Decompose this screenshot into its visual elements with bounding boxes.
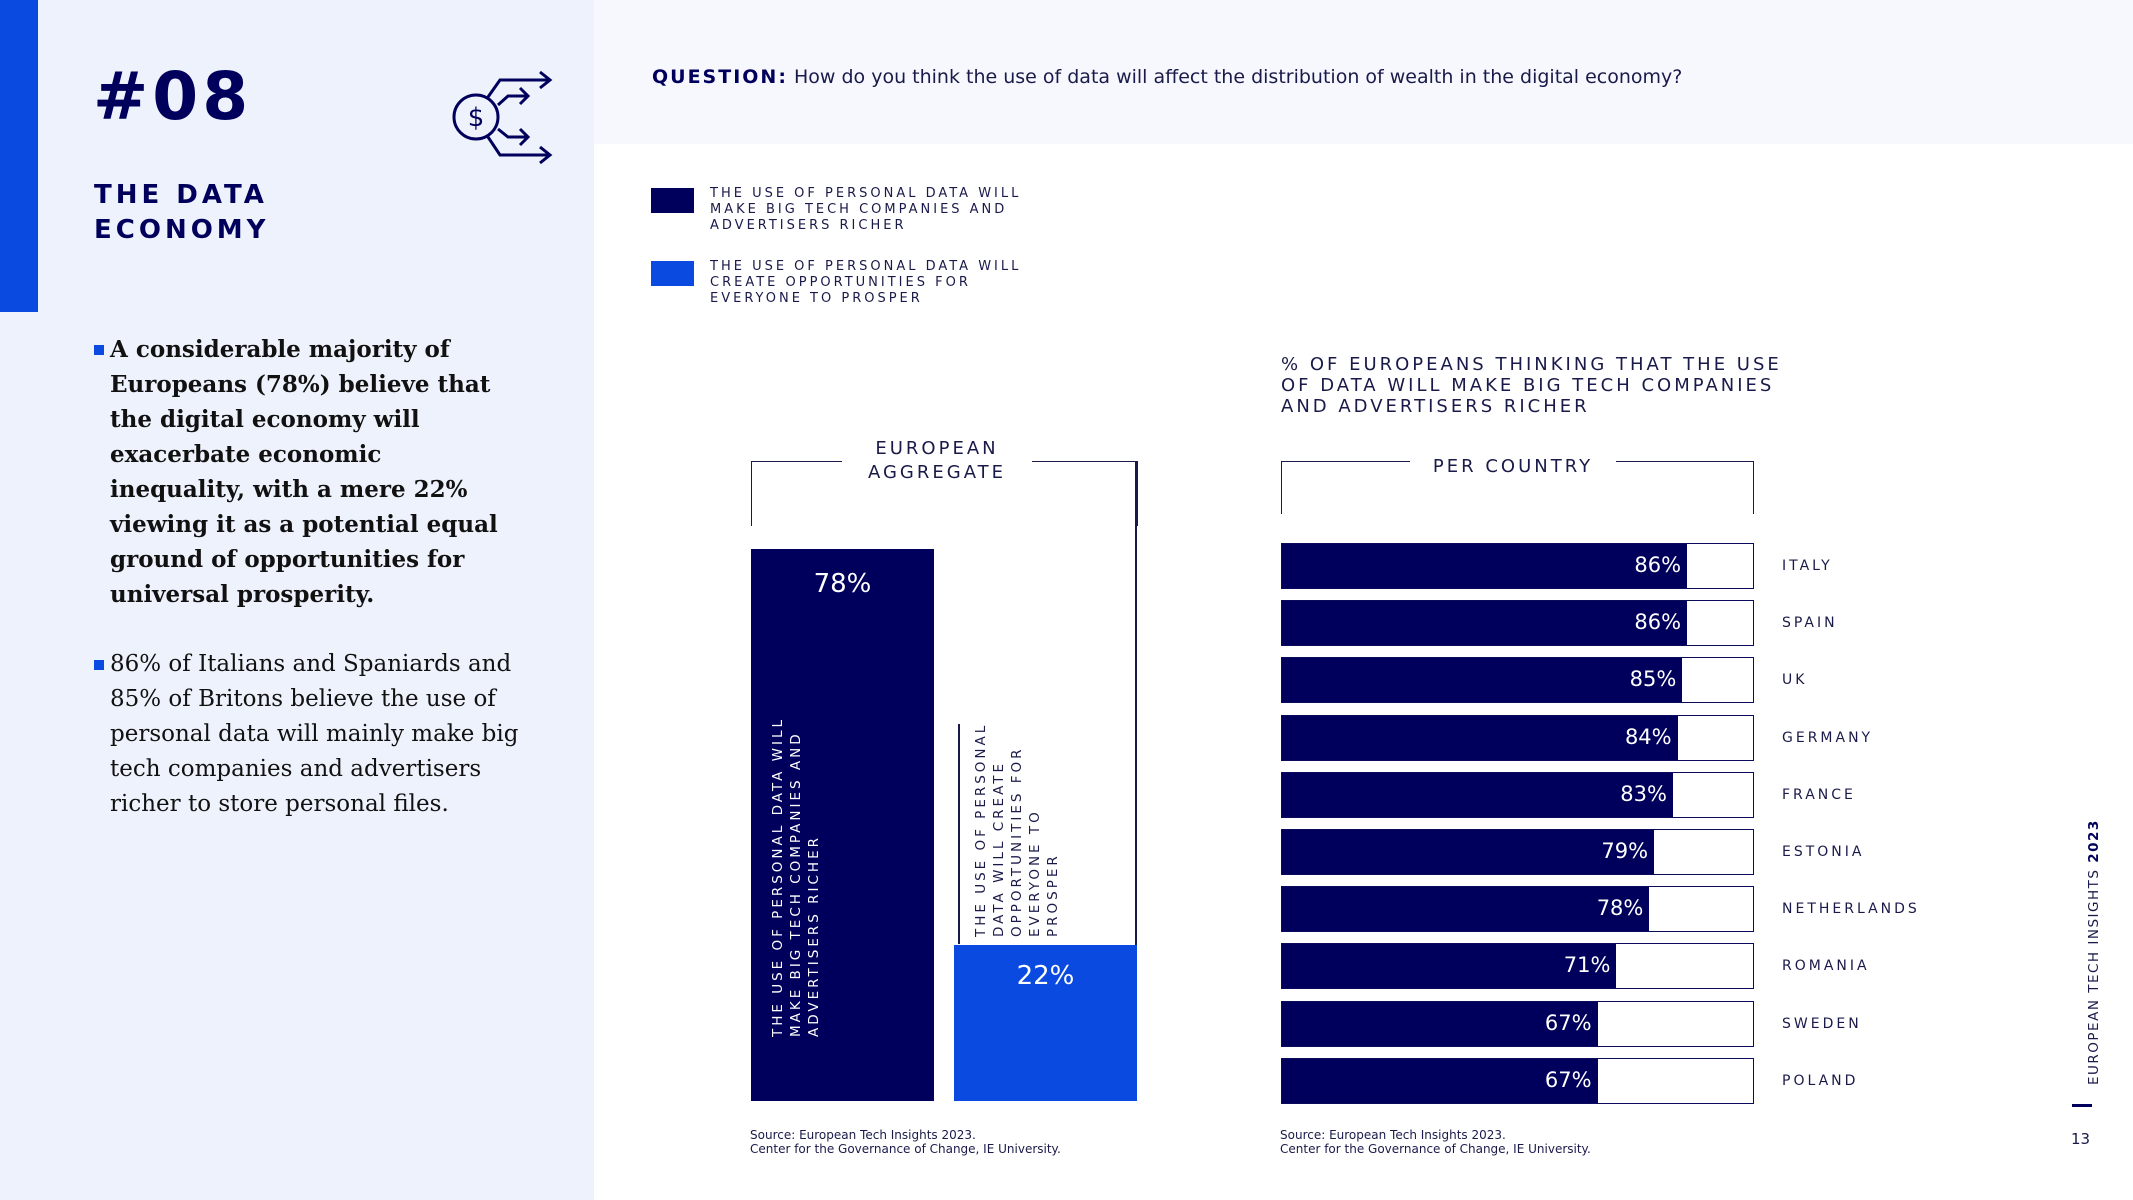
side-tick	[2072, 1104, 2092, 1107]
page-number: 13	[2071, 1130, 2091, 1148]
country-name: SWEDEN	[1782, 1015, 1862, 1032]
country-bar-track: 83%	[1281, 771, 1754, 818]
prosper-label-rule	[958, 724, 960, 944]
country-name: POLAND	[1782, 1072, 1859, 1089]
bracket-gap	[1410, 450, 1616, 480]
aggregate-bar-prosper: 22%	[954, 945, 1137, 1101]
country-bar-track: 67%	[1281, 1057, 1754, 1104]
svg-text:$: $	[468, 103, 485, 133]
money-arrows-icon: $	[452, 70, 553, 165]
country-row: 67% SWEDEN	[1281, 1000, 1859, 1047]
country-value-label: 71%	[1563, 953, 1611, 978]
country-row: 86% SPAIN	[1281, 600, 1835, 647]
country-bar	[1282, 772, 1673, 817]
country-value-label: 67%	[1544, 1010, 1592, 1035]
source-note-country: Source: European Tech Insights 2023. Cen…	[1280, 1128, 1680, 1156]
country-name: ITALY	[1782, 558, 1833, 574]
country-bar	[1282, 944, 1617, 989]
country-bar-track: 86%	[1281, 543, 1754, 589]
finding-text: A considerable majority of Europeans (78…	[110, 336, 498, 608]
question-text: How do you think the use of data will af…	[793, 66, 1683, 88]
country-bar	[1282, 830, 1655, 874]
aggregate-bar-label: THE USE OF PERSONAL DATA WILL MAKE BIG T…	[770, 716, 822, 1037]
country-name: GERMANY	[1782, 729, 1874, 746]
section-title: THE DATA ECONOMY	[94, 180, 270, 245]
brand-year: 2023	[2086, 819, 2102, 863]
aggregate-bracket-right	[1135, 461, 1137, 951]
country-value-label: 86%	[1634, 610, 1682, 635]
source-line: Source: European Tech Insights 2023.	[750, 1128, 976, 1142]
country-bar-track: 78%	[1281, 886, 1754, 933]
country-value-label: 78%	[1596, 896, 1644, 921]
key-findings: A considerable majority of Europeans (78…	[94, 332, 524, 857]
country-value-label: 67%	[1544, 1067, 1592, 1092]
accent-bar	[0, 0, 38, 312]
country-row: 86% ITALY	[1281, 543, 1830, 589]
source-line: Source: European Tech Insights 2023.	[1280, 1128, 1506, 1142]
country-value-label: 84%	[1624, 724, 1672, 749]
legend-swatch-dark	[651, 188, 694, 213]
country-bar	[1282, 1001, 1598, 1046]
left-panel	[0, 0, 594, 1200]
legend-label: THE USE OF PERSONAL DATA WILL MAKE BIG T…	[710, 186, 1022, 233]
aggregate-header: EUROPEAN AGGREGATE	[867, 438, 1006, 483]
finding-text: 86% of Italians and Spaniards and 85% of…	[110, 651, 519, 817]
country-value-label: 85%	[1629, 667, 1677, 692]
country-row: 84% GERMANY	[1281, 714, 1870, 761]
country-name: ESTONIA	[1782, 844, 1865, 860]
bullet-square-icon	[94, 345, 104, 355]
country-value-label: 86%	[1634, 553, 1682, 577]
country-chart-title: % OF EUROPEANS THINKING THAT THE USE OF …	[1281, 354, 1782, 417]
country-bar-track: 84%	[1281, 714, 1754, 761]
country-row: 78% NETHERLANDS	[1281, 886, 1917, 933]
source-note-aggregate: Source: European Tech Insights 2023. Cen…	[750, 1128, 1150, 1156]
finding-2: 86% of Italians and Spaniards and 85% of…	[94, 647, 524, 822]
country-name: NETHERLANDS	[1782, 901, 1920, 918]
side-brand: EUROPEAN TECH INSIGHTS 2023	[2086, 819, 2102, 1085]
country-bar-track: 71%	[1281, 943, 1754, 990]
country-row: 79% ESTONIA	[1281, 829, 1861, 875]
country-bar	[1282, 658, 1683, 703]
country-value-label: 83%	[1620, 781, 1667, 806]
country-header: PER COUNTRY	[1432, 456, 1594, 477]
question-band	[594, 0, 2133, 144]
country-name: UK	[1782, 672, 1808, 689]
country-row: 85% UK	[1281, 657, 1804, 704]
country-bar-track: 86%	[1281, 600, 1754, 647]
aggregate-value: 78%	[813, 569, 872, 599]
country-bar	[1282, 887, 1650, 932]
country-row: 67% POLAND	[1281, 1057, 1855, 1104]
country-bar	[1282, 544, 1688, 588]
aggregate-bar-richer: 78% THE USE OF PERSONAL DATA WILL MAKE B…	[751, 549, 934, 1101]
legend-label: THE USE OF PERSONAL DATA WILL CREATE OPP…	[710, 259, 1022, 306]
country-row: 71% ROMANIA	[1281, 943, 1867, 990]
country-bar	[1282, 715, 1678, 760]
brand-name: EUROPEAN TECH INSIGHTS	[2086, 868, 2102, 1085]
finding-1: A considerable majority of Europeans (78…	[94, 332, 524, 612]
aggregate-bar-label: THE USE OF PERSONAL DATA WILL CREATE OPP…	[973, 722, 1061, 937]
source-line: Center for the Governance of Change, IE …	[750, 1142, 1061, 1156]
source-line: Center for the Governance of Change, IE …	[1280, 1142, 1591, 1156]
country-bar	[1282, 1058, 1598, 1103]
country-row: 83% FRANCE	[1281, 771, 1853, 818]
survey-question: QUESTION: How do you think the use of da…	[652, 66, 1682, 88]
country-name: SPAIN	[1782, 615, 1838, 632]
bullet-square-icon	[94, 660, 104, 670]
bracket-gap	[842, 440, 1032, 480]
country-name: ROMANIA	[1782, 958, 1870, 975]
country-bar-track: 85%	[1281, 657, 1754, 704]
legend-swatch-blue	[651, 261, 694, 286]
country-bar-track: 79%	[1281, 829, 1754, 875]
question-label: QUESTION:	[652, 66, 788, 88]
country-bar	[1282, 601, 1688, 646]
country-bar-track: 67%	[1281, 1000, 1754, 1047]
country-value-label: 79%	[1601, 839, 1649, 863]
section-number: #08	[93, 58, 253, 135]
aggregate-value: 22%	[1016, 961, 1075, 992]
country-name: FRANCE	[1782, 786, 1856, 803]
